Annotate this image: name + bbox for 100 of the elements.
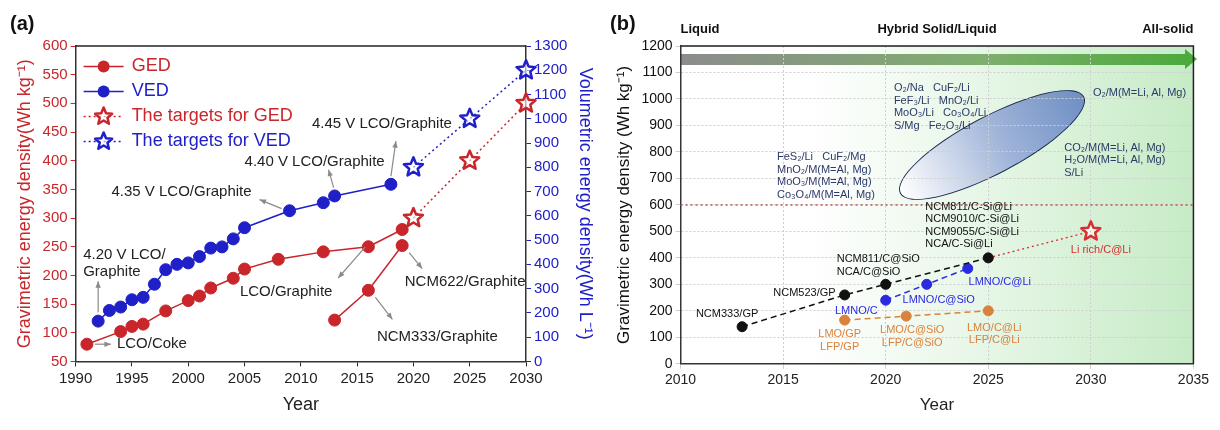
- y-tick-label: 800: [649, 142, 673, 159]
- y-tick-label: 1100: [642, 63, 673, 80]
- y-tick-label: 500: [649, 222, 673, 239]
- annotation: NCM333/Graphite: [376, 327, 498, 345]
- point: [395, 239, 409, 253]
- point: [328, 313, 342, 327]
- x-tick-label: 1990: [58, 368, 93, 386]
- legend-label: VED: [131, 80, 169, 101]
- y-tick-label: 150: [42, 294, 68, 312]
- point: [1080, 220, 1102, 241]
- legend-label: The targets for GED: [131, 105, 293, 126]
- annotation: 4.20 V LCO/ Graphite: [83, 245, 167, 280]
- point: [283, 204, 297, 218]
- point: [204, 241, 218, 255]
- point: [900, 310, 912, 322]
- point: [159, 263, 173, 277]
- annotation: NCM333/GP: [695, 306, 759, 319]
- point: [458, 107, 481, 129]
- y-tick-label: 300: [649, 275, 673, 292]
- y2-tick-label: 1200: [534, 60, 568, 78]
- point: [238, 262, 252, 276]
- x-tick-label: 2025: [453, 368, 487, 386]
- point: [458, 149, 481, 171]
- point: [736, 321, 748, 333]
- annotation: LMNO/C: [834, 304, 878, 317]
- point: [238, 221, 252, 235]
- y2-tick-label: 100: [534, 327, 560, 345]
- x-tick-label: 2010: [664, 371, 697, 388]
- y-tick-label: 1200: [641, 36, 673, 53]
- y-tick-label: 450: [42, 122, 68, 140]
- y2-tick-label: 400: [534, 254, 560, 272]
- y2-tick-label: 900: [534, 133, 560, 151]
- x-tick-label: 2030: [509, 368, 543, 386]
- y-tick-label: 700: [649, 169, 673, 186]
- point: [962, 262, 974, 274]
- legend-label: GED: [131, 55, 171, 76]
- annotation: O₂/Na CuF₂/Li FeF₃/Li MnO₂/Li MoO₃/Li Co₃O₄/Li S/Mg Fe₂O₃/Li: [893, 81, 987, 131]
- x-tick-label: 2015: [767, 371, 799, 388]
- y2-tick-label: 500: [534, 230, 560, 248]
- x-tick-label: 2020: [396, 368, 431, 386]
- point: [181, 256, 195, 270]
- y-axis-title: Gravimetric energy density(Wh kg⁻¹): [13, 59, 34, 349]
- point: [515, 92, 537, 113]
- x-tick-label: 2030: [1075, 371, 1107, 388]
- point: [181, 294, 195, 308]
- x-tick-label: 2010: [284, 368, 318, 386]
- annotation: Li rich/C@Li: [1070, 243, 1131, 256]
- x-axis-title: Year: [919, 395, 955, 415]
- point: [159, 304, 173, 318]
- y-tick-label: 200: [42, 265, 68, 283]
- point: [361, 283, 375, 297]
- x-tick-label: 2005: [227, 368, 262, 386]
- x-tick-label: 1995: [115, 368, 149, 386]
- point: [402, 156, 425, 177]
- text: Liquid: [680, 21, 720, 37]
- y2-tick-label: 300: [534, 278, 560, 296]
- y-tick-label: 400: [649, 248, 673, 265]
- point: [515, 59, 537, 80]
- annotation: LMO/GP LFP/GP: [818, 327, 862, 352]
- x-tick-label: 2015: [340, 368, 374, 386]
- annotation: FeS₂/Li CuF₂/Mg MnO₂/M(M=Al, Mg) MoO₃/M(M=Al, Mg) Co₃O₄/M(M=Al, Mg): [776, 150, 875, 200]
- x-tick-label: 2025: [972, 371, 1005, 388]
- point: [192, 289, 206, 303]
- point: [316, 196, 330, 210]
- annotation: NCM811/C@SiO NCA/C@SiO: [836, 252, 921, 277]
- y-tick-label: 100: [42, 322, 68, 340]
- point: [147, 277, 161, 291]
- y-tick-label: 250: [42, 236, 68, 254]
- legend-label: The targets for VED: [131, 130, 291, 151]
- y2-axis-title: Volumetric energy density(Wh L⁻¹): [576, 67, 597, 340]
- chart-title: (a): [10, 11, 35, 34]
- point: [271, 252, 285, 266]
- point: [215, 240, 229, 254]
- point: [361, 240, 375, 254]
- point: [328, 189, 342, 203]
- chart-title: (b): [610, 11, 636, 34]
- annotation: LMO/C@SiO LFP/C@SiO: [880, 323, 945, 348]
- point: [982, 252, 994, 264]
- point: [80, 337, 94, 351]
- y-tick-label: 300: [42, 208, 68, 226]
- point: [170, 257, 184, 271]
- y-tick-label: 550: [42, 64, 68, 82]
- annotation: NCM622/Graphite: [404, 271, 526, 289]
- annotation: LCO/Coke: [116, 334, 187, 352]
- point: [395, 223, 409, 237]
- y-axis-title: Gravimetric energy density (Wh kg⁻¹): [613, 65, 633, 344]
- annotation: LCO/Graphite: [239, 282, 333, 300]
- y2-tick-label: 200: [534, 303, 560, 321]
- y-tick-label: 500: [42, 93, 68, 111]
- point: [880, 278, 892, 290]
- point: [226, 271, 240, 285]
- annotation: 4.40 V LCO/Graphite: [244, 151, 385, 169]
- y2-tick-label: 700: [534, 181, 560, 199]
- point: [125, 319, 139, 333]
- point: [136, 317, 150, 331]
- point: [921, 278, 933, 290]
- point: [880, 294, 892, 306]
- y-tick-label: 350: [42, 179, 68, 197]
- point: [982, 305, 994, 317]
- y2-tick-label: 0: [534, 351, 543, 369]
